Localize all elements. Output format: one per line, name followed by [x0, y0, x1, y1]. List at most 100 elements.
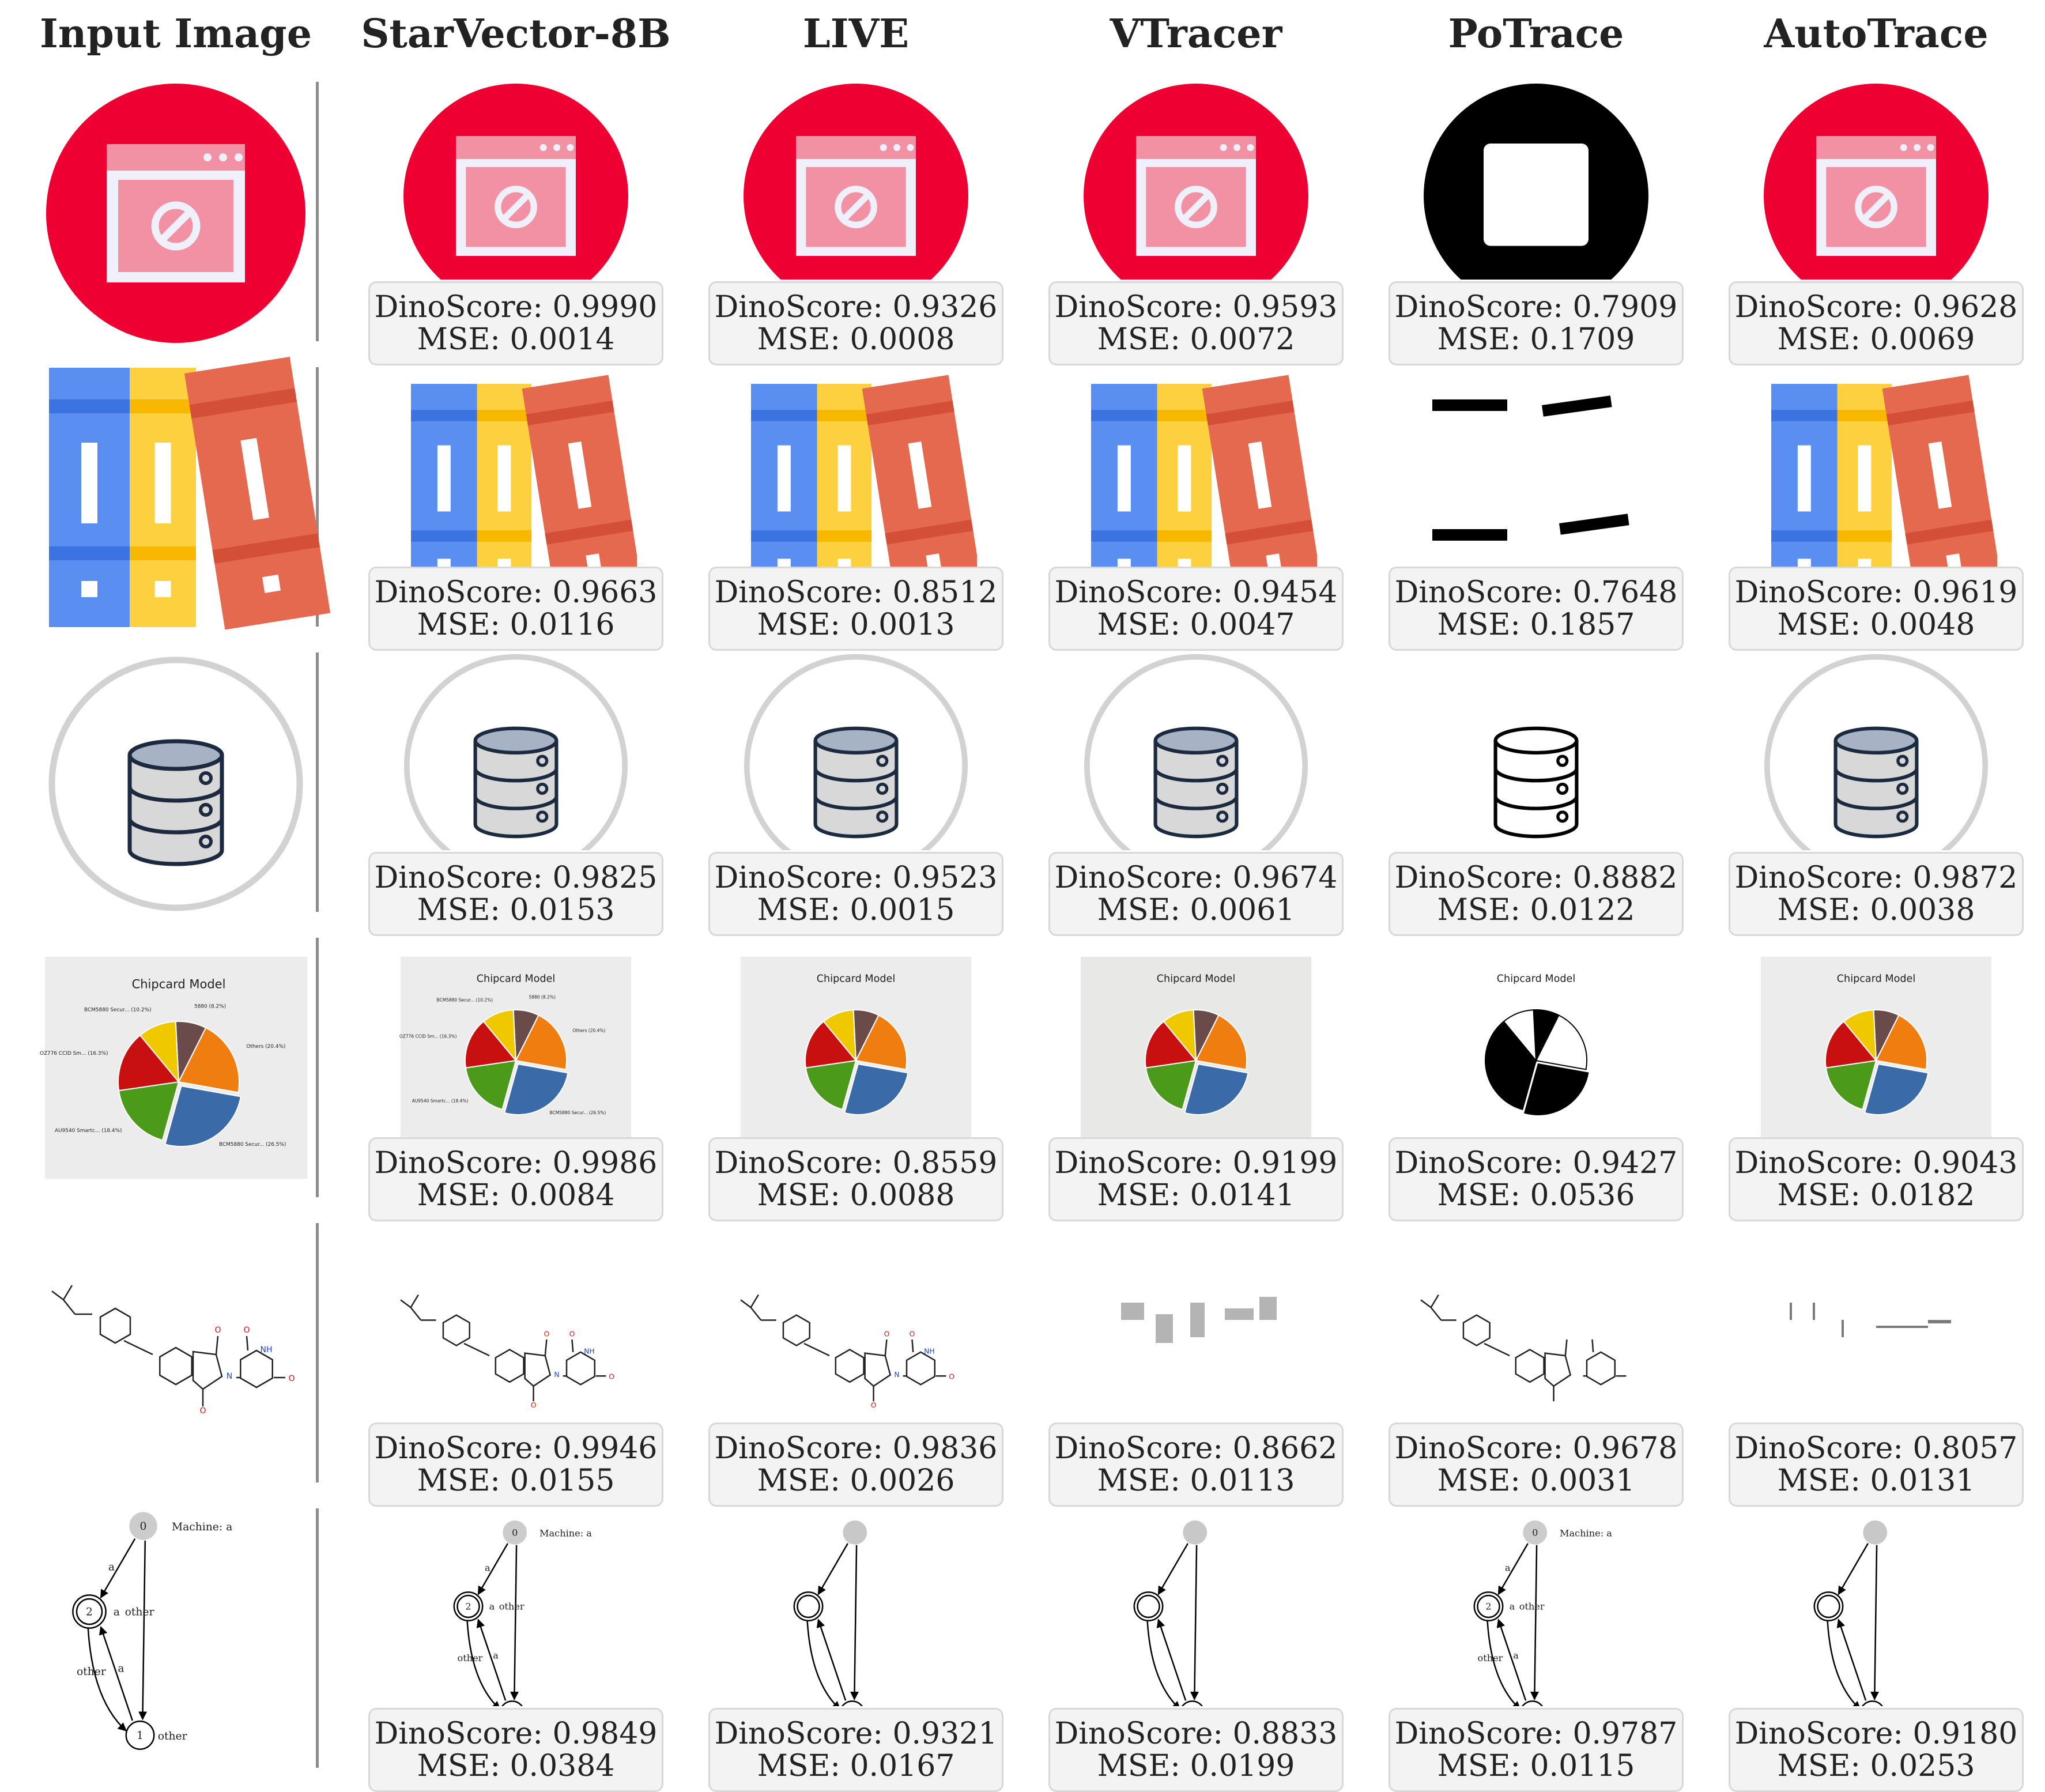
trace-fragment [1876, 1326, 1928, 1328]
books-icon [751, 375, 977, 567]
pie-label: AU9540 Smartc... (18.4%) [55, 1128, 122, 1134]
score-box: DinoScore: 0.9180 MSE: 0.0253 [1729, 1708, 2024, 1792]
pie-chart: Chipcard Model [1421, 957, 1651, 1138]
mse-score: MSE: 0.0061 [1097, 893, 1295, 927]
chart-title: Chipcard Model [1497, 974, 1575, 985]
dino-score: DinoScore: 0.9043 [1734, 1146, 2018, 1180]
pie-slice [465, 1020, 517, 1069]
database-icon [404, 654, 628, 850]
mse-score: MSE: 0.0253 [1777, 1749, 1975, 1783]
state-node-1 [1522, 1700, 1543, 1706]
edge-label: a [114, 1606, 120, 1619]
benzene-ring [442, 1314, 470, 1346]
score-box: DinoScore: 0.9663 MSE: 0.0116 [368, 567, 663, 651]
dino-score: DinoScore: 0.9321 [714, 1716, 998, 1751]
pie-slice [1535, 1014, 1587, 1070]
ban-icon [1175, 186, 1217, 228]
score-box: DinoScore: 0.9427 MSE: 0.0536 [1389, 1137, 1684, 1221]
atom-o: O [884, 1330, 890, 1338]
dino-score: DinoScore: 0.9628 [1734, 290, 2018, 325]
molecule: O O N O NH O [51, 1285, 295, 1416]
mse-score: MSE: 0.0069 [1777, 322, 1975, 357]
node-label: 1 [137, 1730, 144, 1742]
score-box: DinoScore: 0.9454 MSE: 0.0047 [1048, 567, 1344, 651]
pie-label: Others (20.4%) [572, 1028, 605, 1033]
mse-score: MSE: 0.0199 [1097, 1749, 1295, 1783]
dino-score: DinoScore: 0.9849 [374, 1716, 658, 1751]
database-top [1833, 726, 1919, 755]
app-window-icon [1084, 84, 1308, 280]
pie-label: OZ776 CCID Sm... (16.3%) [39, 1051, 108, 1057]
atom-o: O [243, 1326, 250, 1335]
pie-slice [1195, 1014, 1247, 1070]
ban-icon [835, 186, 877, 228]
node-label: 0 [512, 1527, 518, 1538]
edge-label: a [1513, 1650, 1519, 1661]
pie-label: BCM5880 Secur... (26.5%) [550, 1110, 606, 1115]
score-box: DinoScore: 0.9523 MSE: 0.0015 [708, 852, 1003, 936]
mse-score: MSE: 0.0038 [1777, 893, 1975, 927]
window-dot [539, 144, 547, 151]
atom-o: O [288, 1374, 295, 1383]
state-node-2-accepting [453, 1591, 484, 1621]
pie-slice [1864, 1063, 1929, 1115]
edge-label: a [489, 1601, 495, 1612]
pie-slice [1485, 1020, 1537, 1069]
window-dot [553, 144, 561, 151]
trace-fragment [1790, 1303, 1792, 1320]
atom-n: N [227, 1372, 232, 1381]
window-dot [1900, 144, 1907, 151]
mse-score: MSE: 0.0072 [1097, 322, 1295, 357]
mse-score: MSE: 0.0384 [417, 1749, 615, 1783]
mse-score: MSE: 0.0131 [1777, 1463, 1975, 1498]
piperidine-ring [1586, 1351, 1616, 1386]
column-header: PoTrace [1448, 11, 1624, 57]
state-node-0 [503, 1520, 527, 1545]
chart-title: Chipcard Model [1157, 974, 1235, 985]
trace-fragment [1225, 1308, 1254, 1320]
benzene-ring [1462, 1314, 1491, 1346]
pie-label: BCM5880 Secur... (26.5%) [218, 1142, 285, 1148]
column-header: LIVE [802, 11, 910, 57]
mse-score: MSE: 0.0015 [757, 893, 955, 927]
pie-slice [482, 1009, 517, 1062]
atom-o: O [871, 1401, 877, 1409]
pie-slice [855, 1014, 907, 1070]
trace-fragment [1928, 1320, 1951, 1323]
window-dot [235, 153, 243, 161]
database-icon [1084, 654, 1308, 850]
mse-score: MSE: 0.0167 [757, 1749, 955, 1783]
molecule [1121, 1297, 1277, 1343]
ban-icon [495, 186, 537, 228]
piperidine-ring [905, 1351, 936, 1386]
pie-chart: Chipcard Model [1081, 957, 1311, 1138]
trace-fragment [1156, 1314, 1173, 1343]
score-box: DinoScore: 0.9787 MSE: 0.0115 [1389, 1708, 1684, 1792]
edge-label: other [77, 1666, 106, 1678]
pie-slice [1875, 1014, 1927, 1070]
pie-slice [805, 1020, 857, 1069]
app-window-icon [1424, 84, 1648, 280]
mse-score: MSE: 0.0013 [757, 608, 955, 642]
dino-score: DinoScore: 0.9836 [714, 1431, 998, 1466]
mse-score: MSE: 0.0088 [757, 1178, 955, 1213]
pie-slice [1145, 1059, 1197, 1111]
dino-score: DinoScore: 0.8559 [714, 1146, 998, 1180]
score-box: DinoScore: 0.9836 MSE: 0.0026 [708, 1423, 1003, 1507]
edge-label: a [118, 1663, 124, 1675]
pie-label: BCM5880 Secur... (10.2%) [437, 997, 493, 1002]
database-icon [1493, 726, 1579, 839]
ban-icon [1855, 186, 1897, 228]
mse-score: MSE: 0.1709 [1437, 322, 1635, 357]
pie-slice [844, 1063, 909, 1115]
benzene-ring [159, 1346, 193, 1386]
mse-score: MSE: 0.0182 [1777, 1178, 1975, 1213]
score-box: DinoScore: 0.9628 MSE: 0.0069 [1729, 281, 2024, 365]
window-dot [1220, 144, 1227, 151]
edge-label: a [1505, 1562, 1511, 1573]
score-box: DinoScore: 0.9321 MSE: 0.0167 [708, 1708, 1003, 1792]
mse-score: MSE: 0.0536 [1437, 1178, 1635, 1213]
chart-title: Chipcard Model [1837, 974, 1915, 985]
